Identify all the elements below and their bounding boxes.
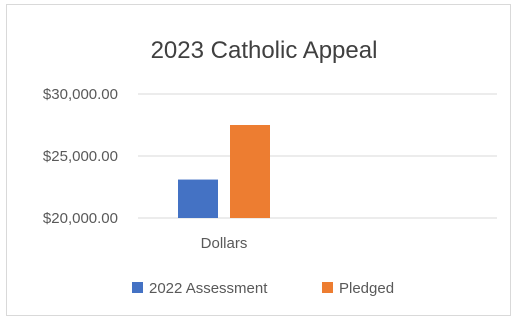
legend-label: Pledged [339,280,394,297]
legend-swatch [132,282,143,293]
legend-label: 2022 Assessment [149,280,268,297]
bars [178,125,270,218]
x-category-label: Dollars [201,235,248,252]
y-tick-label: $20,000.00 [43,210,118,227]
y-axis-ticks: $30,000.00 $25,000.00 $20,000.00 [43,86,118,227]
legend: 2022 Assessment Pledged [132,280,394,297]
bar-2022-assessment [178,179,218,218]
y-tick-label: $25,000.00 [43,148,118,165]
legend-swatch [322,282,333,293]
y-tick-label: $30,000.00 [43,86,118,103]
bar-pledged [230,125,270,218]
chart-title: 2023 Catholic Appeal [151,37,378,64]
